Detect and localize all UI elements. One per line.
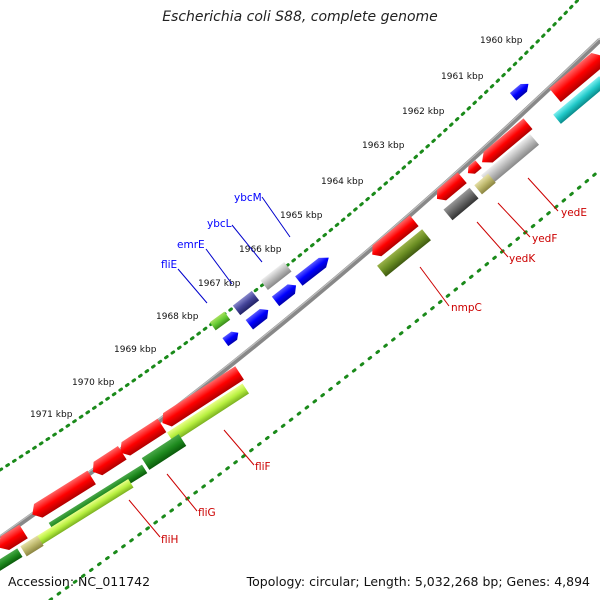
leader-emrE xyxy=(205,248,233,285)
tick-label: 1969 kbp xyxy=(114,345,157,355)
cds-darkgray[interactable] xyxy=(443,187,479,221)
cds-darkblue[interactable] xyxy=(232,290,260,316)
cds-blue[interactable] xyxy=(295,253,332,286)
leader-yedF xyxy=(497,202,531,238)
leader-fliH xyxy=(128,499,161,538)
tick-label: 1966 kbp xyxy=(239,245,282,255)
cds-khaki[interactable] xyxy=(474,173,496,195)
tick-label: 1964 kbp xyxy=(321,177,364,187)
cds-olive[interactable] xyxy=(377,229,431,277)
leader-yedE xyxy=(527,177,559,212)
gene-label-yedF[interactable]: yedF xyxy=(532,233,557,245)
cds-red[interactable] xyxy=(465,160,482,177)
cds-khaki[interactable] xyxy=(20,535,44,557)
tick-label: 1963 kbp xyxy=(362,141,405,151)
tick-label: 1962 kbp xyxy=(402,107,445,117)
cds-red[interactable] xyxy=(28,470,96,522)
tick-labels: 1960 kbp 1961 kbp 1962 kbp 1963 kbp 1964… xyxy=(30,36,523,420)
accession-text: Accession: NC_011742 xyxy=(8,574,151,589)
cds-gray[interactable] xyxy=(260,262,292,290)
gene-label-nmpC[interactable]: nmpC xyxy=(451,302,482,314)
leader-yedK xyxy=(476,221,509,258)
leader-ybcL xyxy=(231,224,263,263)
cds-lime[interactable] xyxy=(209,311,231,331)
cds-red[interactable] xyxy=(158,366,244,430)
leader-lines xyxy=(128,177,559,538)
cds-red[interactable] xyxy=(116,418,167,460)
cds-red[interactable] xyxy=(89,446,127,478)
forward-strand-features xyxy=(209,50,600,347)
tick-label: 1968 kbp xyxy=(156,312,199,322)
leader-fliE xyxy=(177,268,208,304)
leader-ybcM xyxy=(261,196,291,238)
cds-blue[interactable] xyxy=(509,80,532,101)
gene-label-yedK[interactable]: yedK xyxy=(509,253,536,265)
cds-blue[interactable] xyxy=(271,281,300,307)
tick-label: 1971 kbp xyxy=(30,410,73,420)
cds-gray[interactable] xyxy=(480,134,540,186)
tick-label: 1967 kbp xyxy=(198,279,241,289)
cds-green[interactable] xyxy=(141,434,187,470)
gene-label-emrE[interactable]: emrE xyxy=(177,239,205,251)
genome-backbone xyxy=(0,38,600,541)
map-title: Escherichia coli S88, complete genome xyxy=(162,9,438,25)
cds-lime[interactable] xyxy=(26,478,134,552)
gene-label-fliG[interactable]: fliG xyxy=(198,507,216,519)
reverse-strand-features xyxy=(0,76,600,572)
cds-lime[interactable] xyxy=(166,383,250,443)
gene-label-ybcM[interactable]: ybcM xyxy=(234,192,262,204)
cds-red[interactable] xyxy=(368,215,419,260)
cds-cyan[interactable] xyxy=(553,76,600,124)
outer-tick-arc xyxy=(0,0,580,472)
cds-red[interactable] xyxy=(478,118,533,167)
gene-label-fliF[interactable]: fliF xyxy=(255,461,271,473)
tick-label: 1970 kbp xyxy=(72,378,115,388)
tick-label: 1965 kbp xyxy=(280,211,323,221)
tick-label: 1961 kbp xyxy=(441,72,484,82)
cds-green[interactable] xyxy=(0,548,23,572)
cds-blue[interactable] xyxy=(222,329,241,347)
leader-fliG xyxy=(166,473,198,512)
tick-label: 1960 kbp xyxy=(480,36,523,46)
cds-red[interactable] xyxy=(432,172,467,204)
gene-label-fliH[interactable]: fliH xyxy=(161,534,178,546)
leader-nmpC xyxy=(419,266,450,307)
leader-fliF xyxy=(223,429,255,466)
gene-label-fliE[interactable]: fliE xyxy=(161,259,177,271)
cds-red[interactable] xyxy=(0,524,28,554)
backbone-highlight xyxy=(0,37,600,537)
cds-red[interactable] xyxy=(549,50,600,103)
gene-label-yedE[interactable]: yedE xyxy=(561,207,587,219)
gene-label-ybcL[interactable]: ybcL xyxy=(207,218,232,230)
genome-summary-text: Topology: circular; Length: 5,032,268 bp… xyxy=(246,574,590,589)
cds-blue[interactable] xyxy=(245,305,272,330)
